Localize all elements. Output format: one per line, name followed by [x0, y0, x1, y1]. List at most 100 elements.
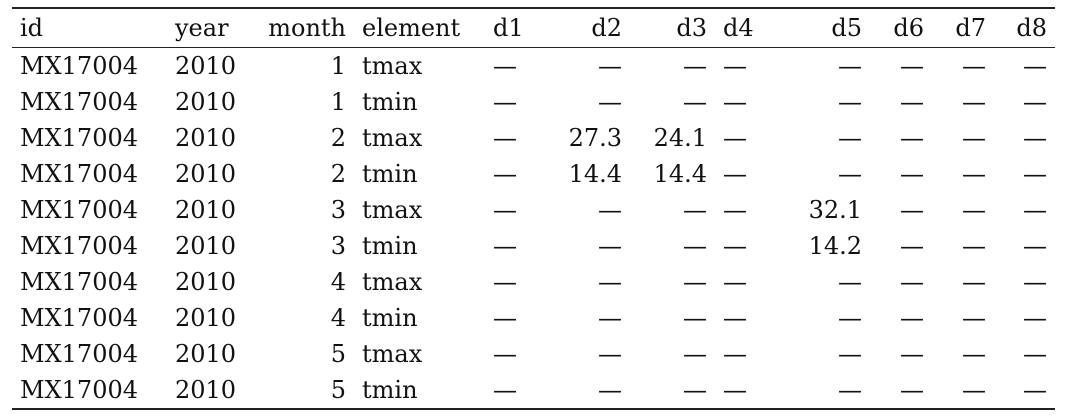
cell-d1: —	[493, 340, 517, 368]
table-header: id year month element d1 d2 d3 d4 d5 d6 d7 d8	[12, 8, 1055, 48]
cell-element: tmin	[362, 304, 418, 332]
cell-id: MX17004	[20, 376, 139, 404]
cell-d5: —	[838, 52, 862, 80]
cell-d4: —	[723, 160, 747, 188]
cell-id: MX17004	[20, 160, 139, 188]
cell-d8: —	[1023, 340, 1047, 368]
cell-month: 2	[330, 124, 346, 152]
column-header-d6: d6	[893, 14, 924, 42]
cell-d1: —	[493, 88, 517, 116]
cell-month: 1	[330, 52, 346, 80]
cell-d6: —	[900, 52, 924, 80]
cell-d8: —	[1023, 124, 1047, 152]
cell-year: 2010	[175, 304, 237, 332]
cell-d7: —	[962, 88, 986, 116]
cell-d8: —	[1023, 376, 1047, 404]
table-row: MX17004 2010 3 tmax — — — — 32.1 — — —	[12, 192, 1055, 228]
column-header-d7: d7	[955, 14, 986, 42]
cell-d2: —	[598, 340, 622, 368]
table-row: MX17004 2010 1 tmax — — — — — — — —	[12, 48, 1055, 85]
column-header-d2: d2	[591, 14, 622, 42]
cell-d8: —	[1023, 52, 1047, 80]
cell-d4: —	[723, 232, 747, 260]
cell-d2: —	[598, 376, 622, 404]
cell-id: MX17004	[20, 124, 139, 152]
cell-id: MX17004	[20, 196, 139, 224]
cell-year: 2010	[175, 52, 237, 80]
cell-d1: —	[493, 196, 517, 224]
cell-d3: —	[683, 88, 707, 116]
cell-d8: —	[1023, 304, 1047, 332]
cell-d6: —	[900, 160, 924, 188]
cell-d8: —	[1023, 88, 1047, 116]
cell-year: 2010	[175, 376, 237, 404]
cell-d7: —	[962, 124, 986, 152]
cell-d4: —	[723, 304, 747, 332]
cell-d8: —	[1023, 160, 1047, 188]
cell-element: tmin	[362, 376, 418, 404]
weather-data-table: id year month element d1 d2 d3 d4 d5 d6 d7 d8 MX170…	[12, 7, 1055, 410]
cell-element: tmax	[362, 340, 423, 368]
column-header-year: year	[175, 14, 229, 42]
table-row: MX17004 2010 2 tmin — 14.4 14.4 — — — — —	[12, 156, 1055, 192]
cell-d1: —	[493, 52, 517, 80]
cell-d1: —	[493, 160, 517, 188]
table-body: MX17004 2010 1 tmax — — — — — — — — MX17004 2010 1 tmin…	[12, 48, 1055, 409]
cell-d6: —	[900, 232, 924, 260]
cell-d8: —	[1023, 196, 1047, 224]
cell-d3: —	[683, 304, 707, 332]
cell-year: 2010	[175, 160, 237, 188]
cell-d4: —	[723, 376, 747, 404]
cell-d6: —	[900, 124, 924, 152]
cell-d6: —	[900, 304, 924, 332]
cell-d1: —	[493, 232, 517, 260]
cell-d5: —	[838, 124, 862, 152]
cell-year: 2010	[175, 88, 237, 116]
cell-id: MX17004	[20, 268, 139, 296]
cell-year: 2010	[175, 268, 237, 296]
cell-d2: —	[598, 52, 622, 80]
cell-d4: —	[723, 196, 747, 224]
column-header-d4: d4	[723, 14, 754, 42]
cell-d1: —	[493, 376, 517, 404]
column-header-month: month	[268, 14, 346, 42]
cell-d7: —	[962, 196, 986, 224]
cell-d2: 27.3	[568, 124, 622, 152]
table-row: MX17004 2010 4 tmin — — — — — — — —	[12, 300, 1055, 336]
cell-d4: —	[723, 124, 747, 152]
cell-year: 2010	[175, 196, 237, 224]
cell-d5: —	[838, 376, 862, 404]
table-row: MX17004 2010 3 tmin — — — — 14.2 — — —	[12, 228, 1055, 264]
cell-d7: —	[962, 376, 986, 404]
header-row: id year month element d1 d2 d3 d4 d5 d6 d7 d8	[12, 8, 1055, 48]
cell-year: 2010	[175, 232, 237, 260]
cell-d2: —	[598, 232, 622, 260]
cell-d5: 14.2	[808, 232, 862, 260]
table-row: MX17004 2010 5 tmax — — — — — — — —	[12, 336, 1055, 372]
cell-d7: —	[962, 232, 986, 260]
cell-d7: —	[962, 268, 986, 296]
cell-d5: 32.1	[808, 196, 862, 224]
cell-d3: —	[683, 376, 707, 404]
cell-d1: —	[493, 124, 517, 152]
cell-month: 3	[330, 232, 346, 260]
column-header-d1: d1	[493, 14, 524, 42]
cell-d4: —	[723, 88, 747, 116]
cell-month: 3	[330, 196, 346, 224]
cell-d7: —	[962, 52, 986, 80]
cell-d3: —	[683, 196, 707, 224]
column-header-d5: d5	[831, 14, 862, 42]
cell-id: MX17004	[20, 340, 139, 368]
cell-id: MX17004	[20, 88, 139, 116]
cell-d3: —	[683, 340, 707, 368]
cell-month: 1	[330, 88, 346, 116]
cell-d4: —	[723, 268, 747, 296]
cell-d7: —	[962, 304, 986, 332]
cell-month: 2	[330, 160, 346, 188]
cell-d5: —	[838, 304, 862, 332]
cell-d2: 14.4	[568, 160, 622, 188]
cell-d6: —	[900, 268, 924, 296]
cell-d7: —	[962, 160, 986, 188]
cell-d6: —	[900, 196, 924, 224]
cell-month: 5	[330, 340, 346, 368]
